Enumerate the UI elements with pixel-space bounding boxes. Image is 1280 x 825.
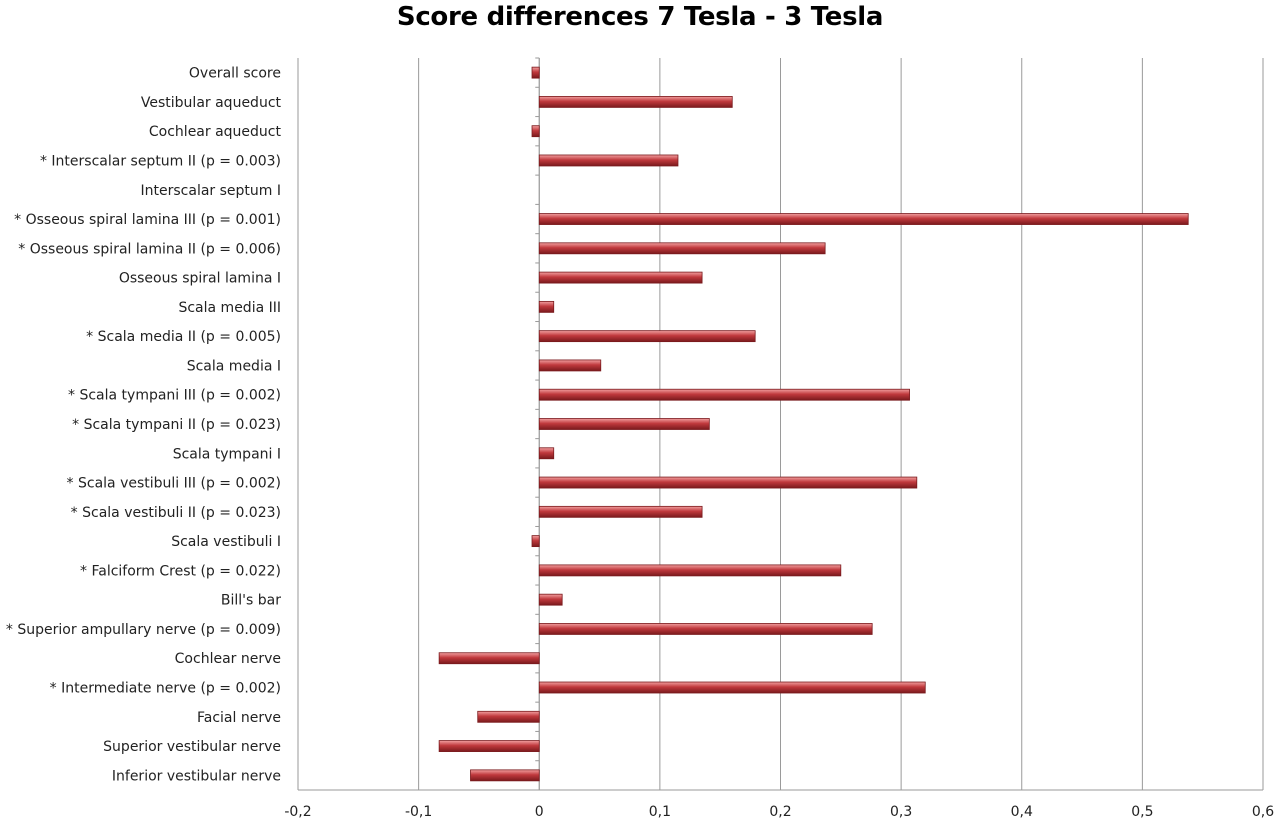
category-label: Osseous spiral lamina I [119, 271, 281, 287]
bars [438, 66, 1189, 782]
category-label: Interscalar septum I [141, 183, 281, 199]
bar [538, 96, 733, 108]
bar [538, 271, 703, 284]
bar [538, 242, 826, 255]
x-tick-label: -0,2 [284, 804, 311, 820]
category-label: * Scala vestibuli III (p = 0.002) [67, 476, 281, 492]
bar [538, 300, 555, 313]
bar [538, 623, 873, 635]
category-label: Facial nerve [197, 710, 281, 726]
bar [538, 418, 710, 430]
category-label: * Superior ampullary nerve (p = 0.009) [6, 622, 281, 638]
bar [538, 213, 1189, 225]
category-label: Cochlear aqueduct [149, 124, 282, 140]
bar [531, 535, 540, 548]
x-tick-label: 0,6 [1252, 804, 1274, 820]
category-label: Bill's bar [221, 593, 281, 609]
bar [477, 710, 540, 723]
category-label: Scala tympani I [173, 446, 281, 462]
bar [538, 593, 563, 606]
category-label: Scala media I [187, 358, 281, 374]
gridlines [297, 57, 1264, 791]
category-label: Scala vestibuli I [171, 534, 281, 550]
category-label: Inferior vestibular nerve [112, 768, 281, 784]
bar [538, 476, 918, 489]
category-label: * Scala vestibuli II (p = 0.023) [71, 505, 281, 521]
bar [438, 740, 540, 752]
bar [538, 505, 703, 518]
bar [538, 447, 555, 460]
bar [531, 66, 540, 79]
bar [538, 330, 756, 343]
x-tick-label: 0,5 [1131, 804, 1153, 820]
bar [538, 681, 926, 694]
category-label: * Scala tympani II (p = 0.023) [72, 417, 281, 433]
category-label: * Osseous spiral lamina III (p = 0.001) [14, 212, 281, 228]
x-axis-tick-labels: -0,2 -0,1 0 0,1 0,2 0,3 0,4 0,5 0,6 [284, 804, 1274, 820]
bar [531, 125, 540, 138]
bar [538, 154, 679, 167]
bar [538, 564, 842, 577]
category-label: * Scala tympani III (p = 0.002) [68, 388, 281, 404]
bar [470, 769, 540, 782]
category-label: * Interscalar septum II (p = 0.003) [40, 153, 281, 169]
x-tick-label: 0,4 [1011, 804, 1033, 820]
x-tick-label: 0,1 [649, 804, 671, 820]
category-label: Scala media III [178, 300, 281, 316]
chart-title: Score differences 7 Tesla - 3 Tesla [396, 2, 884, 32]
category-label: Superior vestibular nerve [103, 739, 281, 755]
category-label: Overall score [189, 66, 281, 82]
category-labels: Overall score Vestibular aqueduct Cochlear… [6, 66, 282, 785]
category-label: * Intermediate nerve (p = 0.002) [50, 681, 281, 697]
category-label: * Falciform Crest (p = 0.022) [80, 563, 281, 579]
bar [538, 388, 910, 401]
x-tick-label: 0 [535, 804, 544, 820]
category-label: * Osseous spiral lamina II (p = 0.006) [18, 241, 281, 257]
bar [438, 652, 540, 665]
bar [538, 359, 602, 372]
x-tick-label: 0,2 [769, 804, 791, 820]
category-label: Cochlear nerve [175, 651, 281, 667]
x-tick-label: 0,3 [890, 804, 912, 820]
category-label: * Scala media II (p = 0.005) [86, 329, 281, 345]
category-label: Vestibular aqueduct [141, 95, 282, 111]
x-tick-label: -0,1 [405, 804, 432, 820]
